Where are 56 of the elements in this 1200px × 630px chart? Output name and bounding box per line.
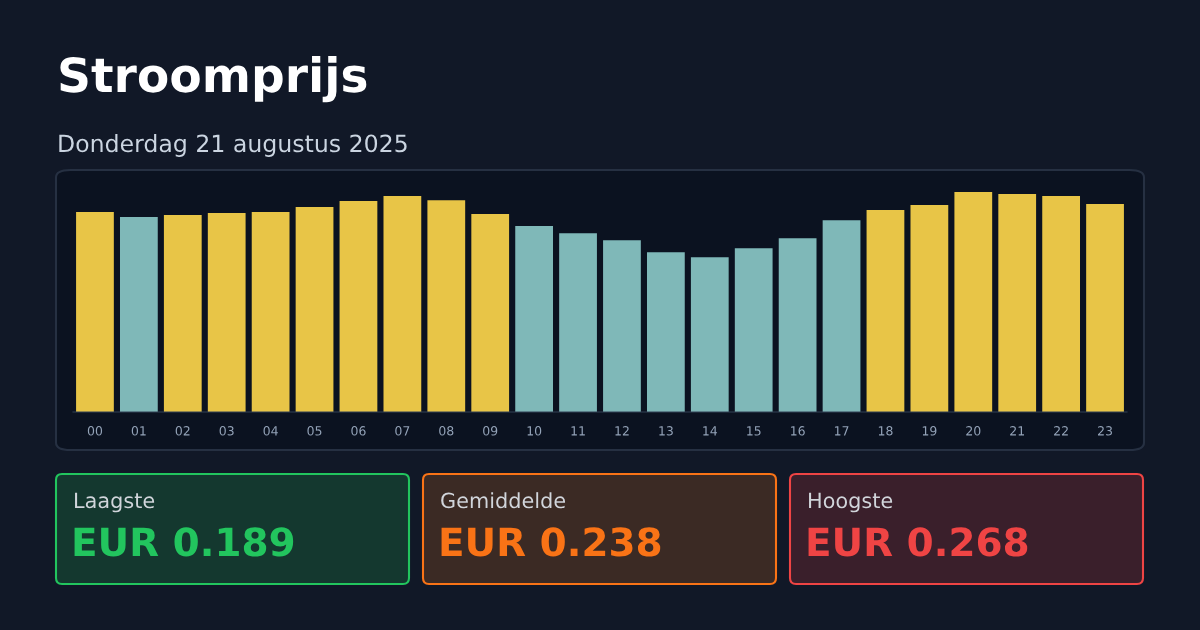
bar: [383, 195, 422, 412]
x-tick-label: 05: [307, 426, 322, 436]
bar: [207, 213, 246, 412]
bar: [1086, 204, 1124, 412]
x-tick-label: 21: [1010, 426, 1025, 436]
x-tick-label: 22: [1054, 426, 1068, 436]
x-tick-label: 06: [351, 426, 366, 436]
bar: [119, 217, 158, 412]
bar: [559, 233, 597, 412]
bar: [822, 220, 861, 412]
bar: [954, 192, 993, 412]
x-tick-label: 04: [263, 426, 278, 436]
x-tick-label: 01: [131, 426, 146, 436]
bar: [998, 193, 1037, 412]
text: EUR 0.238: [441, 527, 661, 557]
text: Laagste: [75, 492, 155, 513]
x-tick-label: 08: [439, 426, 454, 436]
bar: [734, 248, 773, 412]
x-tick-label: 02: [175, 426, 190, 436]
bar: [295, 206, 334, 412]
bar: [1042, 195, 1081, 412]
bar: [339, 201, 378, 412]
x-tick-label: 14: [703, 426, 718, 436]
x-tick-label: 12: [615, 426, 629, 436]
x-tick-label: 09: [483, 426, 498, 436]
text: Gemiddelde: [441, 492, 566, 509]
x-tick-label: 20: [966, 426, 981, 436]
x-tick-label: 15: [747, 426, 761, 436]
x-tick-label: 13: [659, 426, 673, 436]
x-tick-label: 00: [87, 426, 103, 436]
x-tick-label: 19: [922, 426, 937, 436]
bar: [778, 238, 817, 412]
x-tick-label: 18: [878, 426, 893, 436]
x-tick-label: 11: [571, 426, 585, 436]
text: EUR 0.189: [74, 527, 294, 557]
bar: [646, 252, 685, 412]
bar: [427, 200, 466, 412]
bar: [515, 226, 554, 412]
bar: [76, 212, 114, 412]
x-tick-label: 23: [1098, 426, 1112, 436]
bar: [690, 257, 729, 412]
bar: [910, 204, 949, 412]
x-tick-label: 17: [834, 426, 849, 436]
text: EUR 0.268: [808, 527, 1028, 557]
x-tick-label: 16: [791, 426, 805, 436]
x-tick-label: 07: [395, 426, 410, 436]
text: Hoogste: [809, 492, 893, 513]
bar: [471, 214, 510, 412]
x-tick-label: 03: [219, 426, 234, 436]
bar: [163, 215, 202, 412]
x-tick-label: 10: [527, 426, 542, 436]
bar: [251, 212, 290, 412]
chart-title: Stroomprijs: [60, 56, 367, 103]
bar: [866, 210, 905, 412]
bar: [603, 240, 641, 412]
chart-subtitle: Donderdag 21 augustus 2025: [59, 134, 407, 157]
